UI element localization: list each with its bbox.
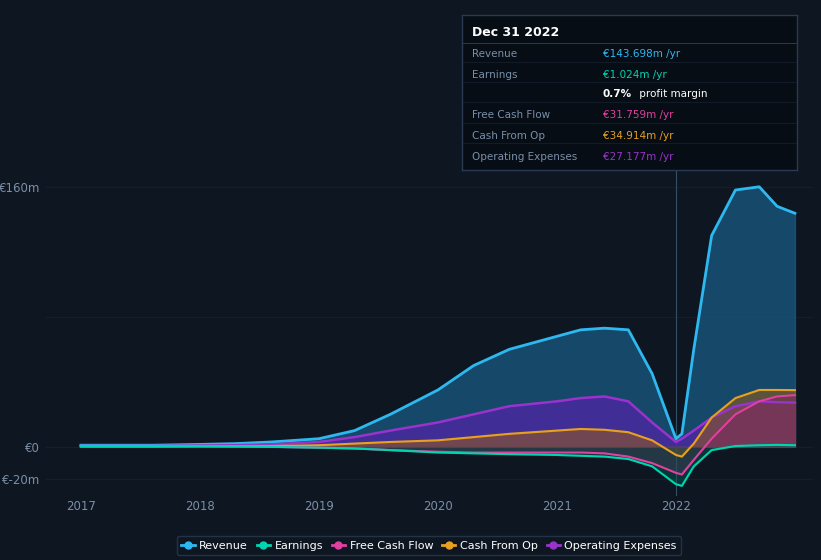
Text: profit margin: profit margin xyxy=(636,90,708,100)
Text: Dec 31 2022: Dec 31 2022 xyxy=(472,26,559,39)
Text: Operating Expenses: Operating Expenses xyxy=(472,152,577,162)
Legend: Revenue, Earnings, Free Cash Flow, Cash From Op, Operating Expenses: Revenue, Earnings, Free Cash Flow, Cash … xyxy=(177,536,681,555)
Text: 0.7%: 0.7% xyxy=(603,90,632,100)
Text: €143.698m /yr: €143.698m /yr xyxy=(603,49,680,59)
Text: €1.024m /yr: €1.024m /yr xyxy=(603,70,667,80)
Text: Earnings: Earnings xyxy=(472,70,517,80)
Text: €31.759m /yr: €31.759m /yr xyxy=(603,110,673,120)
Text: Cash From Op: Cash From Op xyxy=(472,131,545,141)
Text: €34.914m /yr: €34.914m /yr xyxy=(603,131,673,141)
Text: €27.177m /yr: €27.177m /yr xyxy=(603,152,673,162)
Text: Revenue: Revenue xyxy=(472,49,517,59)
Text: Free Cash Flow: Free Cash Flow xyxy=(472,110,550,120)
